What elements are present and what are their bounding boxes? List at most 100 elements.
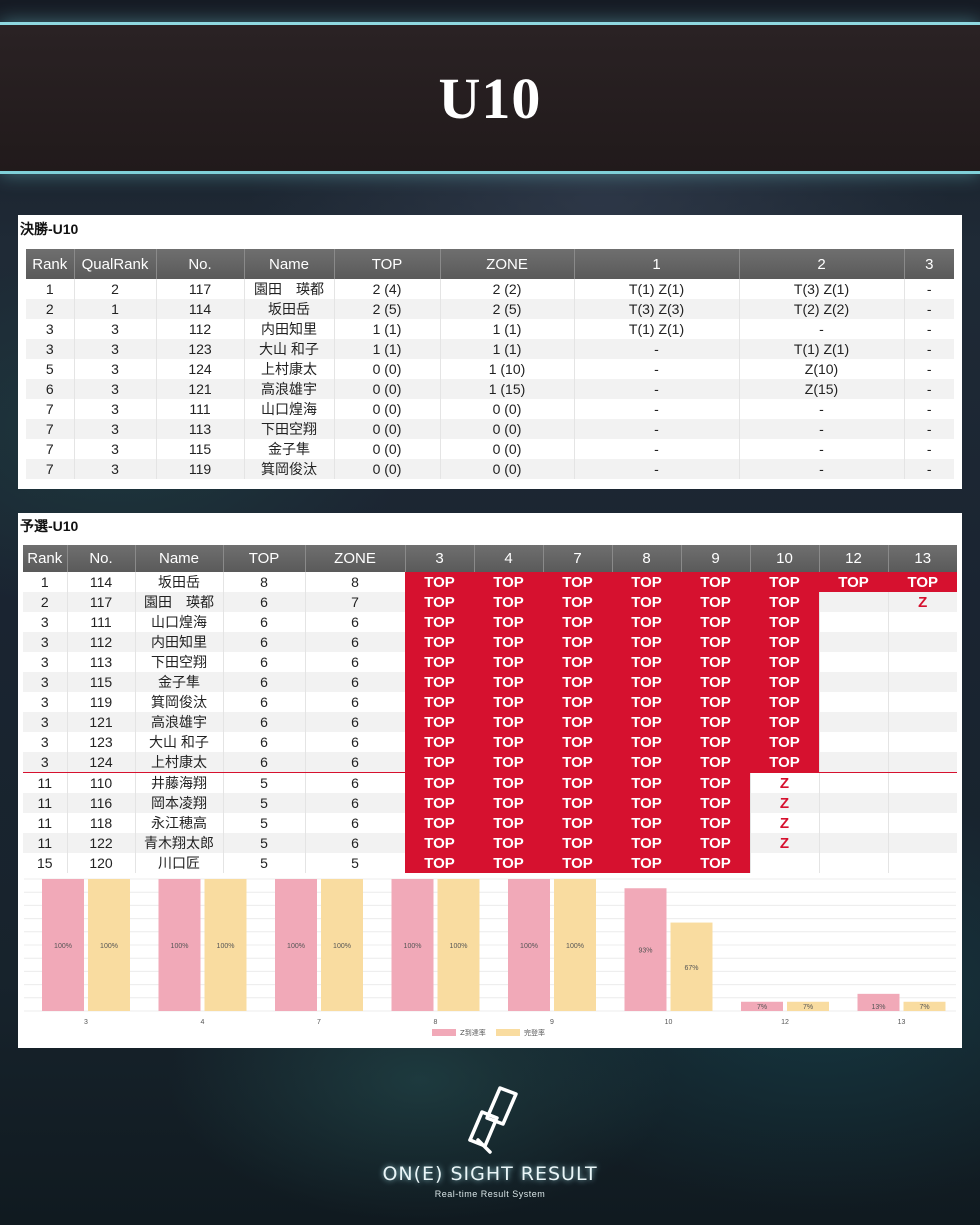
final-cell: T(1) Z(1) bbox=[573, 319, 739, 339]
top-result-cell: TOP bbox=[473, 632, 543, 652]
final-cell: 箕岡俊汰 bbox=[243, 459, 334, 479]
qual-cell: 11 bbox=[23, 813, 67, 833]
chart-bar bbox=[391, 879, 434, 1011]
top-result-cell: TOP bbox=[404, 632, 474, 652]
top-result-cell: TOP bbox=[404, 772, 474, 793]
final-header-rank: Rank bbox=[26, 249, 74, 279]
qual-table-row: 11 118 永江穂高 5 6 TOP TOP TOP TOP TOP Z bbox=[23, 813, 957, 833]
top-result-cell: TOP bbox=[542, 612, 612, 632]
qual-table-row: 3 119 箕岡俊汰 6 6 TOP TOP TOP TOP TOP TOP bbox=[23, 692, 957, 712]
qual-header-9: 9 bbox=[680, 545, 750, 572]
final-cell: - bbox=[738, 319, 904, 339]
top-result-cell: TOP bbox=[749, 672, 819, 692]
top-result-cell: TOP bbox=[473, 793, 543, 813]
top-result-cell: TOP bbox=[404, 652, 474, 672]
qual-cell: 6 bbox=[304, 712, 405, 732]
qual-cell: 坂田岳 bbox=[134, 572, 223, 592]
top-result-cell: TOP bbox=[611, 833, 681, 853]
final-cell: 3 bbox=[73, 359, 156, 379]
top-result-cell: TOP bbox=[542, 813, 612, 833]
final-cell: 111 bbox=[155, 399, 244, 419]
top-result-cell: TOP bbox=[680, 732, 750, 752]
final-cell: - bbox=[738, 439, 904, 459]
chart-bar bbox=[508, 879, 550, 1011]
top-result-cell: TOP bbox=[611, 672, 681, 692]
final-cell: - bbox=[903, 399, 954, 419]
final-cell: 3 bbox=[73, 419, 156, 439]
qual-cell bbox=[818, 692, 888, 712]
top-result-cell: TOP bbox=[473, 592, 543, 612]
final-cell: 7 bbox=[26, 439, 74, 459]
final-cell: Z(10) bbox=[738, 359, 904, 379]
chart-x-tick-label: 3 bbox=[84, 1019, 88, 1026]
zone-result-cell: Z bbox=[887, 592, 957, 612]
top-result-cell: TOP bbox=[542, 772, 612, 793]
chart-data-label: 100% bbox=[100, 943, 118, 950]
final-cell: 0 (0) bbox=[333, 359, 440, 379]
qual-cell: 6 bbox=[304, 672, 405, 692]
chart-bar bbox=[42, 879, 84, 1011]
final-cell: 坂田岳 bbox=[243, 299, 334, 319]
qual-cell: 6 bbox=[304, 752, 405, 773]
qual-cell: 上村康太 bbox=[134, 752, 223, 773]
final-cell: 0 (0) bbox=[439, 439, 574, 459]
qual-table-row: 11 116 岡本凌翔 5 6 TOP TOP TOP TOP TOP Z bbox=[23, 793, 957, 813]
top-result-cell: TOP bbox=[611, 652, 681, 672]
qual-cell bbox=[818, 672, 888, 692]
chart-data-label: 100% bbox=[54, 943, 72, 950]
qual-cell bbox=[887, 813, 957, 833]
final-cell: T(1) Z(1) bbox=[573, 279, 739, 299]
final-results-table: Rank QualRank No. Name TOP ZONE 1 2 3 1 2 117 園田 瑛都… bbox=[26, 249, 954, 479]
qual-cell: 高浪雄宇 bbox=[134, 712, 223, 732]
top-result-cell: TOP bbox=[887, 572, 957, 592]
qual-cell: 井藤海翔 bbox=[134, 772, 223, 793]
qual-cell bbox=[818, 632, 888, 652]
top-result-cell: TOP bbox=[680, 672, 750, 692]
qual-cell: 11 bbox=[23, 793, 67, 813]
qual-cell bbox=[818, 793, 888, 813]
chart-bar bbox=[787, 1001, 829, 1011]
final-cell: 0 (0) bbox=[439, 459, 574, 479]
chart-data-label: 100% bbox=[566, 943, 584, 950]
top-result-cell: TOP bbox=[749, 732, 819, 752]
top-result-cell: TOP bbox=[473, 572, 543, 592]
top-result-cell: TOP bbox=[749, 652, 819, 672]
top-result-cell: TOP bbox=[749, 592, 819, 612]
qual-cell: 川口匠 bbox=[134, 853, 223, 873]
qual-cell: 6 bbox=[222, 672, 305, 692]
final-cell: 3 bbox=[73, 439, 156, 459]
qual-cell bbox=[887, 752, 957, 773]
final-header-1: 1 bbox=[573, 249, 739, 279]
final-cell: 3 bbox=[26, 339, 74, 359]
final-cell: T(1) Z(1) bbox=[738, 339, 904, 359]
zone-result-cell: Z bbox=[749, 772, 819, 793]
qual-header-8: 8 bbox=[611, 545, 681, 572]
chart-bar bbox=[204, 879, 247, 1011]
qual-cell: 116 bbox=[66, 793, 135, 813]
final-header-3: 3 bbox=[903, 249, 954, 279]
chart-data-label: 100% bbox=[287, 943, 305, 950]
qual-cell: 箕岡俊汰 bbox=[134, 692, 223, 712]
qual-table-row: 2 117 園田 瑛都 6 7 TOP TOP TOP TOP TOP TOP Z bbox=[23, 592, 957, 612]
final-cell: 0 (0) bbox=[333, 379, 440, 399]
top-result-cell: TOP bbox=[749, 752, 819, 773]
final-header-name: Name bbox=[243, 249, 334, 279]
qual-cell bbox=[887, 712, 957, 732]
top-result-cell: TOP bbox=[404, 712, 474, 732]
top-result-cell: TOP bbox=[611, 732, 681, 752]
final-cell: - bbox=[573, 399, 739, 419]
final-cell: 7 bbox=[26, 399, 74, 419]
top-result-cell: TOP bbox=[680, 612, 750, 632]
chart-bar bbox=[158, 879, 201, 1011]
top-result-cell: TOP bbox=[680, 652, 750, 672]
top-result-cell: TOP bbox=[680, 752, 750, 773]
qual-cell: 6 bbox=[304, 732, 405, 752]
legend-swatch bbox=[496, 1029, 520, 1036]
top-result-cell: TOP bbox=[680, 833, 750, 853]
top-result-cell: TOP bbox=[680, 592, 750, 612]
final-cell: - bbox=[573, 419, 739, 439]
qual-cell: 6 bbox=[222, 592, 305, 612]
top-result-cell: TOP bbox=[611, 853, 681, 873]
top-result-cell: TOP bbox=[404, 572, 474, 592]
chart-data-label: 100% bbox=[217, 943, 235, 950]
